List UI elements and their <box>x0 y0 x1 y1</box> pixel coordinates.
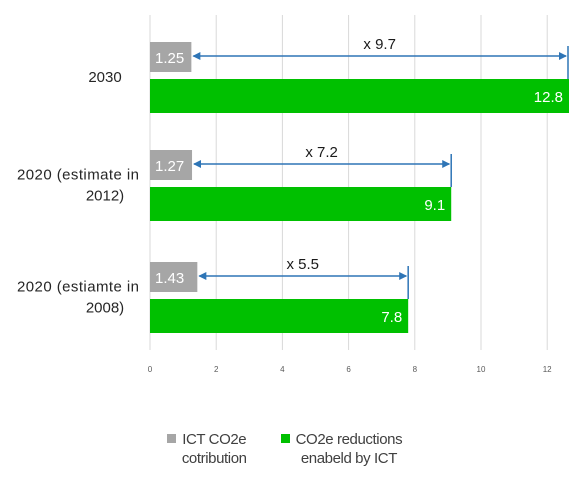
legend-label-ict-contribution: ICT CO2e cotribution <box>181 431 247 467</box>
bar-reductions <box>150 79 569 113</box>
ratio-annotation: x 9.7 <box>363 36 396 53</box>
ratio-annotation: x 5.5 <box>286 256 319 273</box>
x-tick-label: 0 <box>148 365 153 374</box>
x-tick-label: 12 <box>543 365 552 374</box>
bar-reductions <box>150 187 452 221</box>
legend-swatch-gray <box>166 434 176 443</box>
ratio-annotation: x 7.2 <box>305 144 338 161</box>
x-tick-label: 10 <box>477 365 486 374</box>
x-tick-label: 2 <box>214 365 219 374</box>
bar-ict-contribution <box>150 150 193 180</box>
category-label: 2030 <box>88 69 121 86</box>
x-tick-label: 4 <box>280 365 285 374</box>
data-label-reductions: 12.8 <box>534 89 563 106</box>
category-label: 2020 (estimate in <box>17 167 139 184</box>
legend-item-ict-contribution: ICT CO2e cotribution <box>166 430 247 468</box>
bar-reductions <box>150 299 409 333</box>
x-tick-label: 8 <box>413 365 418 374</box>
legend-item-reductions: CO2e reductions enabeld by ICT <box>280 430 403 468</box>
data-label-reductions: 7.8 <box>381 309 402 326</box>
category-label: 2012) <box>86 188 124 205</box>
x-tick-label: 6 <box>346 365 351 374</box>
data-label-ict-contribution: 1.43 <box>155 270 184 287</box>
category-label: 2020 (estiamte in <box>17 279 139 296</box>
legend-swatch-green <box>280 434 290 443</box>
data-label-reductions: 9.1 <box>424 197 445 214</box>
bar-ict-contribution <box>150 42 192 72</box>
category-label: 2008) <box>86 300 124 317</box>
bar-ict-contribution <box>150 262 198 292</box>
data-label-ict-contribution: 1.27 <box>155 158 184 175</box>
legend: ICT CO2e cotribution CO2e reductions ena… <box>0 430 569 468</box>
legend-label-reductions: CO2e reductions enabeld by ICT <box>295 431 403 467</box>
data-label-ict-contribution: 1.25 <box>155 50 184 67</box>
